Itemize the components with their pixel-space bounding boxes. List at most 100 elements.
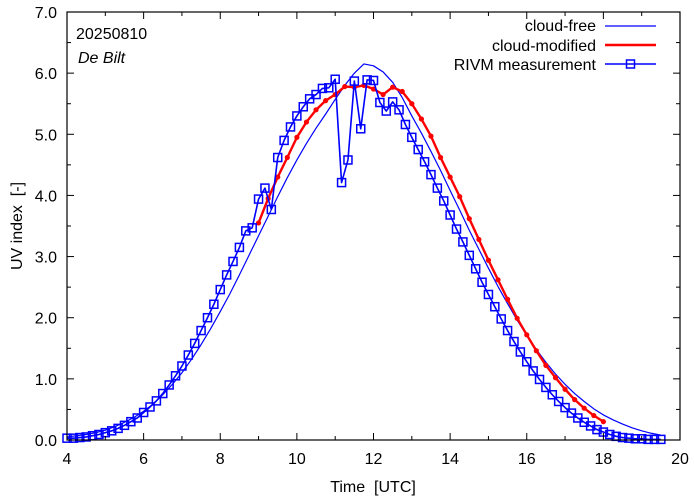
rivm-measurement-point xyxy=(630,434,641,444)
cloud-modified-point xyxy=(466,216,472,222)
cloud-modified-point xyxy=(447,174,453,180)
x-tick-label: 8 xyxy=(216,451,225,468)
rivm-measurement-point xyxy=(419,157,430,167)
ticks-layer xyxy=(66,11,681,441)
cloud-modified-point xyxy=(399,88,405,95)
cloud-modified-point xyxy=(562,386,568,392)
cloud-modified-point xyxy=(390,84,396,90)
cloud-modified-point xyxy=(409,101,415,107)
rivm-measurement-point xyxy=(311,89,321,100)
legend-label-cloud-modified: cloud-modified xyxy=(492,38,596,55)
rivm-measurement-point xyxy=(81,432,91,442)
cloud-modified-point xyxy=(284,154,290,161)
rivm-measurement-point xyxy=(209,299,219,310)
legend-label-cloud-free: cloud-free xyxy=(525,18,596,35)
rivm-measurement-point xyxy=(624,433,634,443)
rivm-measurement-point xyxy=(75,432,85,443)
cloud-modified-point xyxy=(313,107,319,113)
rivm-measurement-point xyxy=(202,312,213,323)
rivm-measurement-point xyxy=(426,169,436,180)
series-line-cloud-free xyxy=(66,63,661,438)
rivm-measurement-point xyxy=(138,407,149,418)
x-tick-label: 16 xyxy=(518,451,536,468)
cloud-modified-point xyxy=(418,116,424,122)
rivm-measurement-point xyxy=(605,429,615,440)
rivm-measurement-point xyxy=(355,124,366,134)
rivm-measurement-point xyxy=(266,204,277,215)
rivm-measurement-point xyxy=(234,242,245,253)
x-axis-title: Time [UTC] xyxy=(330,479,416,496)
date-annotation: 20250810 xyxy=(76,26,147,43)
cloud-modified-point xyxy=(428,133,434,139)
rivm-measurement-point xyxy=(94,429,104,440)
y-tick-label: 5.0 xyxy=(35,127,57,144)
rivm-measurement-point xyxy=(490,301,500,312)
x-tick-label: 6 xyxy=(139,451,148,468)
rivm-measurement-point xyxy=(643,434,653,445)
y-tick-label: 3.0 xyxy=(35,250,57,267)
cloud-modified-point xyxy=(591,412,597,419)
cloud-modified-point xyxy=(303,119,310,125)
cloud-modified-point xyxy=(572,397,578,403)
cloud-modified-point xyxy=(255,220,262,226)
legend-label-rivm-measurement: RIVM measurement xyxy=(454,57,597,74)
cloud-modified-point xyxy=(476,236,482,243)
x-tick-label: 4 xyxy=(63,451,72,468)
rivm-measurement-point xyxy=(432,183,443,193)
rivm-measurement-point xyxy=(541,382,551,393)
cloud-modified-point xyxy=(380,91,386,98)
rivm-measurement-point xyxy=(158,388,168,399)
rivm-measurement-point xyxy=(528,366,538,376)
cloud-modified-point xyxy=(504,296,511,302)
rivm-measurement-point xyxy=(362,75,372,85)
rivm-measurement-point xyxy=(656,434,666,445)
rivm-measurement-point xyxy=(566,408,577,418)
rivm-measurement-point xyxy=(241,226,251,236)
rivm-measurement-point xyxy=(445,210,455,220)
cloud-modified-point xyxy=(342,83,348,90)
rivm-measurement-point xyxy=(407,132,417,143)
x-tick-label: 10 xyxy=(288,451,306,468)
rivm-measurement-point xyxy=(387,97,398,107)
x-tick-label: 20 xyxy=(671,451,689,468)
y-tick-label: 6.0 xyxy=(35,66,57,83)
rivm-measurement-point xyxy=(183,350,194,360)
rivm-measurement-point xyxy=(394,105,404,115)
rivm-measurement-point xyxy=(132,413,142,423)
rivm-measurement-point xyxy=(113,423,123,434)
legend: cloud-free cloud-modified RIVM measureme… xyxy=(454,18,656,74)
rivm-measurement-point xyxy=(145,402,155,412)
x-tick-label: 12 xyxy=(365,451,383,468)
rivm-measurement-point xyxy=(247,223,257,233)
rivm-measurement-point xyxy=(170,371,181,381)
rivm-measurement-point xyxy=(464,250,475,261)
rivm-measurement-point xyxy=(458,237,468,247)
rivm-measurement-point xyxy=(477,277,487,288)
cloud-modified-point xyxy=(495,277,501,283)
rivm-measurement-point xyxy=(228,256,238,267)
cloud-modified-point xyxy=(600,419,606,425)
rivm-measurement-point xyxy=(509,336,519,347)
rivm-measurement-point xyxy=(560,402,570,413)
legend-marker-rivm-measurement xyxy=(625,59,636,69)
rivm-measurement-point xyxy=(324,83,334,93)
cloud-modified-point xyxy=(275,174,281,180)
rivm-measurement-point xyxy=(292,111,302,121)
cloud-modified-point xyxy=(543,362,549,369)
series-layer xyxy=(62,63,666,445)
cloud-modified-point xyxy=(457,194,463,200)
location-annotation: De Bilt xyxy=(78,50,126,67)
rivm-measurement-point xyxy=(381,106,392,116)
rivm-measurement-point xyxy=(298,102,309,112)
rivm-measurement-point xyxy=(534,374,545,385)
rivm-measurement-point xyxy=(515,347,526,357)
rivm-measurement-point xyxy=(272,152,283,163)
rivm-measurement-point xyxy=(151,396,162,406)
rivm-measurement-point xyxy=(592,424,602,435)
rivm-measurement-point xyxy=(470,264,481,274)
cloud-modified-point xyxy=(485,257,492,263)
rivm-measurement-point xyxy=(343,155,353,165)
y-tick-label: 2.0 xyxy=(35,311,57,328)
x-tick-label: 18 xyxy=(594,451,612,468)
